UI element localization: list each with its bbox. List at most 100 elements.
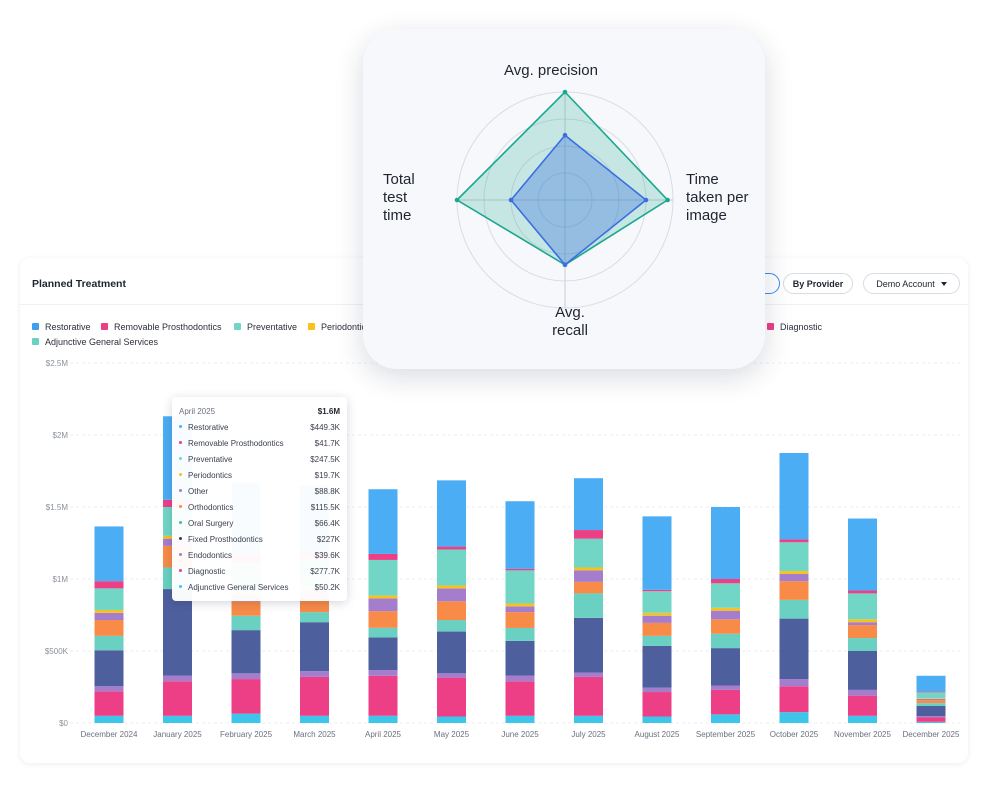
- bar-segment[interactable]: [642, 622, 672, 636]
- legend-item-periodontics[interactable]: Periodontics: [308, 322, 371, 332]
- bar-segment[interactable]: [916, 700, 946, 704]
- bar-segment[interactable]: [916, 698, 946, 699]
- bar-segment[interactable]: [574, 676, 603, 716]
- bar-segment[interactable]: [642, 635, 672, 646]
- bar-segment[interactable]: [94, 588, 124, 610]
- bar-segment[interactable]: [779, 581, 809, 600]
- bar-segment[interactable]: [94, 635, 124, 651]
- legend-item-adjunctive-general-services[interactable]: Adjunctive General Services: [32, 337, 158, 347]
- bar-segment[interactable]: [300, 599, 329, 613]
- bar-segment[interactable]: [642, 716, 672, 723]
- bar-segment[interactable]: [505, 603, 535, 607]
- bar-segment[interactable]: [231, 679, 261, 714]
- bar-segment[interactable]: [368, 489, 398, 554]
- bar-segment[interactable]: [711, 648, 740, 686]
- bar-segment[interactable]: [848, 715, 877, 723]
- bar-segment[interactable]: [231, 630, 261, 674]
- bar-segment[interactable]: [163, 675, 192, 682]
- account-dropdown[interactable]: Demo Account: [863, 273, 960, 294]
- bar-segment[interactable]: [642, 612, 672, 616]
- bar-segment[interactable]: [437, 549, 466, 586]
- bar-segment[interactable]: [642, 516, 672, 590]
- bar-segment[interactable]: [437, 546, 466, 550]
- bar-segment[interactable]: [505, 715, 535, 723]
- bar-segment[interactable]: [642, 645, 672, 688]
- bar-segment[interactable]: [574, 530, 603, 539]
- bar-segment[interactable]: [94, 686, 124, 692]
- bar-segment[interactable]: [505, 681, 535, 716]
- bar-segment[interactable]: [779, 453, 809, 540]
- legend-item-removable-prosthodontics[interactable]: Removable Prosthodontics: [101, 322, 222, 332]
- bar-segment[interactable]: [848, 518, 877, 591]
- bar-segment[interactable]: [848, 593, 877, 620]
- bar-segment[interactable]: [642, 692, 672, 717]
- bar-segment[interactable]: [916, 721, 946, 723]
- bar-segment[interactable]: [368, 598, 398, 612]
- bar-segment[interactable]: [368, 595, 398, 599]
- bar-segment[interactable]: [916, 703, 946, 707]
- bar-segment[interactable]: [163, 681, 192, 716]
- bar-segment[interactable]: [94, 650, 124, 687]
- bar-segment[interactable]: [437, 588, 466, 602]
- bar-segment[interactable]: [437, 601, 466, 621]
- bar-segment[interactable]: [779, 539, 809, 543]
- by-provider-button[interactable]: By Provider: [783, 273, 853, 294]
- bar-segment[interactable]: [368, 675, 398, 716]
- bar-segment[interactable]: [231, 601, 261, 616]
- bar-segment[interactable]: [94, 715, 124, 723]
- bar-segment[interactable]: [437, 677, 466, 717]
- bar-segment[interactable]: [505, 570, 535, 604]
- bar-segment[interactable]: [94, 691, 124, 716]
- bar-segment[interactable]: [916, 692, 946, 699]
- bar-segment[interactable]: [437, 673, 466, 678]
- bar-segment[interactable]: [711, 689, 740, 715]
- bar-segment[interactable]: [916, 717, 946, 722]
- bar-segment[interactable]: [711, 579, 740, 584]
- bar-segment[interactable]: [505, 675, 535, 682]
- bar-segment[interactable]: [779, 542, 809, 572]
- bar-segment[interactable]: [711, 583, 740, 608]
- legend-item-restorative[interactable]: Restorative: [32, 322, 91, 332]
- bar-segment[interactable]: [300, 715, 329, 723]
- bar-segment[interactable]: [779, 618, 809, 680]
- bar-segment[interactable]: [848, 625, 877, 639]
- bar-segment[interactable]: [779, 573, 809, 582]
- bar-segment[interactable]: [711, 714, 740, 723]
- bar-segment[interactable]: [848, 689, 877, 696]
- bar-segment[interactable]: [642, 591, 672, 613]
- bar-segment[interactable]: [779, 571, 809, 574]
- bar-segment[interactable]: [231, 615, 261, 631]
- bar-segment[interactable]: [848, 622, 877, 626]
- bar-segment[interactable]: [574, 570, 603, 582]
- bar-segment[interactable]: [94, 609, 124, 613]
- bar-segment[interactable]: [368, 611, 398, 628]
- bar-segment[interactable]: [642, 615, 672, 623]
- bar-segment[interactable]: [437, 480, 466, 547]
- bar-segment[interactable]: [711, 633, 740, 649]
- bar-segment[interactable]: [505, 627, 535, 641]
- bar-segment[interactable]: [300, 622, 329, 672]
- bar-segment[interactable]: [163, 589, 192, 676]
- bar-segment[interactable]: [94, 620, 124, 636]
- bar-segment[interactable]: [916, 691, 946, 693]
- bar-segment[interactable]: [711, 619, 740, 634]
- bar-segment[interactable]: [574, 715, 603, 723]
- bar-segment[interactable]: [711, 610, 740, 620]
- bar-segment[interactable]: [916, 675, 946, 692]
- bar-segment[interactable]: [368, 627, 398, 638]
- bar-segment[interactable]: [574, 581, 603, 594]
- bar-segment[interactable]: [711, 685, 740, 690]
- bar-segment[interactable]: [368, 670, 398, 676]
- bar-segment[interactable]: [437, 631, 466, 674]
- bar-segment[interactable]: [437, 620, 466, 632]
- bar-segment[interactable]: [642, 687, 672, 693]
- bar-segment[interactable]: [505, 640, 535, 676]
- bar-segment[interactable]: [916, 706, 946, 717]
- bar-segment[interactable]: [300, 676, 329, 716]
- bar-segment[interactable]: [848, 638, 877, 651]
- bar-segment[interactable]: [505, 606, 535, 613]
- bar-segment[interactable]: [574, 672, 603, 677]
- bar-segment[interactable]: [916, 716, 946, 718]
- bar-segment[interactable]: [711, 607, 740, 611]
- bar-segment[interactable]: [848, 695, 877, 716]
